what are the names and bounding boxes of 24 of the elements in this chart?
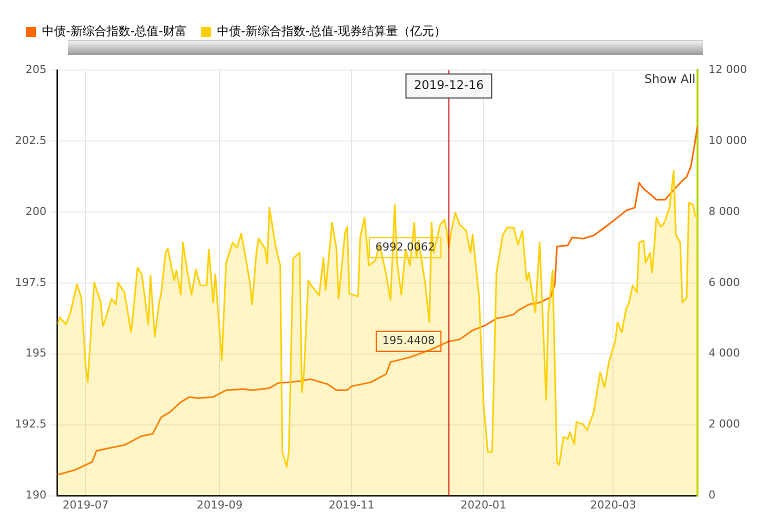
y-tick-label: 200	[25, 204, 46, 218]
y2-tick-label: 0	[708, 488, 716, 502]
y2-tick-label: 6 000	[708, 276, 740, 289]
y-tick-label: 190	[25, 488, 46, 502]
x-tick-label: 2019-11	[328, 498, 375, 512]
x-tick-label: 2020-01	[460, 498, 506, 512]
legend-label: 中债-新综合指数-总值-现券结算量（亿元）	[216, 24, 446, 38]
y2-tick-label: 4 000	[708, 346, 740, 360]
y2-tick-label: 2 000	[708, 418, 740, 431]
ref-line-label: 2019-12-16	[414, 78, 484, 92]
x-tick-label: 2020-03	[590, 498, 636, 512]
y-tick-label: 195	[25, 346, 46, 360]
y2-tick-label: 12 000	[708, 62, 748, 76]
legend-label: 中债-新综合指数-总值-财富	[42, 24, 187, 38]
y2-tick-label: 8 000	[708, 204, 740, 218]
y-tick-label: 202.5	[14, 134, 46, 147]
y-tick-label: 192.5	[14, 418, 46, 431]
x-tick-label: 2019-07	[62, 498, 109, 512]
annotation: Show All	[644, 72, 696, 86]
data-label: 195.4408	[382, 334, 435, 348]
y-tick-label: 205	[25, 62, 46, 76]
x-tick-label: 2019-09	[196, 498, 243, 512]
y-tick-label: 197.5	[14, 276, 46, 289]
y2-tick-label: 10 000	[708, 134, 748, 147]
